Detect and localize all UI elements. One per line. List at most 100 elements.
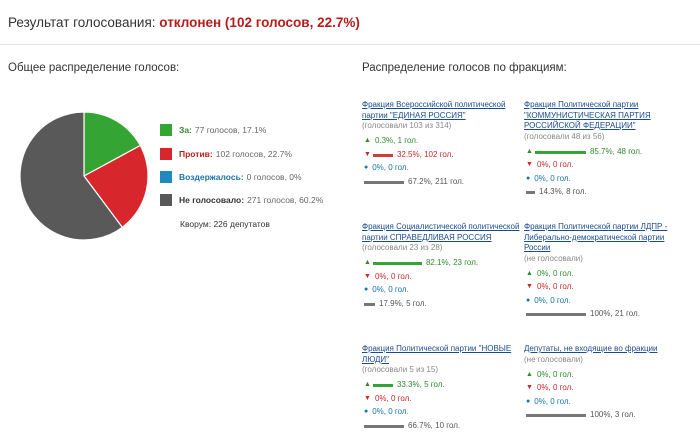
vote-value: 0%, 0 гол. [534, 295, 571, 305]
vote-value: 0%, 0 гол. [374, 271, 412, 281]
faction-vote-against: ▼ 0%, 0 гол. [524, 383, 684, 395]
faction-vote-abstain: ● 0%, 0 гол. [362, 407, 522, 419]
faction-participation: (не голосовали) [524, 253, 583, 263]
faction-name-link[interactable]: Фракция Социалистической политической па… [362, 222, 520, 242]
vote-value: 0%, 0 гол. [536, 282, 574, 292]
faction-block: Фракция Политической партии "НОВЫЕ ЛЮДИ"… [362, 344, 522, 432]
legend-value: 0 голосов, 0% [246, 172, 302, 182]
faction-vote-absent: 66.7%, 10 гол. [362, 420, 522, 432]
faction-name-link[interactable]: Фракция Политической партии "КОММУНИСТИЧ… [524, 100, 651, 130]
against-marker-icon: ▼ [526, 384, 533, 392]
faction-vote-absent: 100%, 21 гол. [524, 309, 684, 321]
faction-name-link[interactable]: Фракция Политической партии ЛДПР - Либер… [524, 222, 668, 252]
faction-vote-absent: 67.2%, 211 гол. [362, 176, 522, 188]
vote-value: 0%, 0 гол. [372, 407, 409, 417]
abstain-marker-icon: ● [526, 296, 531, 304]
faction-vote-for: ▲ 85.7%, 48 гол. [524, 146, 684, 158]
faction-vote-against: ▼ 0%, 0 гол. [524, 282, 684, 294]
faction-name-link[interactable]: Депутаты, не входящие во фракции [524, 344, 658, 353]
legend-value: 102 голосов, 22.7% [215, 149, 292, 159]
legend-label: Воздержалось: [179, 172, 244, 182]
vote-bar [534, 150, 586, 154]
legend-label: Не голосовало: [179, 195, 245, 205]
vote-value: 0%, 0 гол. [374, 393, 412, 403]
for-marker-icon: ▲ [364, 259, 371, 267]
faction-name-link[interactable]: Фракция Всероссийской политической парти… [362, 100, 506, 120]
faction-participation: (голосовали 23 из 28) [362, 243, 443, 252]
vote-bar [364, 424, 404, 428]
faction-vote-abstain: ● 0%, 0 гол. [524, 396, 684, 408]
pie-slice-absent [19, 111, 124, 241]
vote-result-title: Результат голосования: отклонен (102 гол… [8, 15, 360, 30]
faction-block: Депутаты, не входящие во фракции (не голо… [524, 344, 684, 422]
legend-for: За: 77 голосов, 17.1% [160, 124, 266, 136]
for-marker-icon: ▲ [364, 381, 371, 389]
for-marker-icon: ▲ [526, 147, 533, 155]
vote-value: 100%, 3 гол. [590, 410, 636, 420]
pie-slice-for [83, 111, 142, 178]
faction-block: Фракция Всероссийской политической парти… [362, 100, 522, 188]
faction-vote-absent: 100%, 3 гол. [524, 410, 684, 422]
vote-value: 0%, 0 гол. [536, 383, 574, 393]
vote-result-value: отклонен (102 голосов, 22.7%) [159, 15, 360, 30]
faction-distribution-title: Распределение голосов по фракциям: [362, 62, 567, 74]
faction-vote-abstain: ● 0%, 0 гол. [524, 295, 684, 307]
legend-abstain: Воздержалось: 0 голосов, 0% [160, 171, 302, 183]
legend-swatch [160, 194, 172, 206]
faction-vote-against: ▼ 0%, 0 гол. [524, 160, 684, 172]
vote-value: 14.3%, 8 гол. [539, 187, 587, 197]
faction-vote-for: ▲ 33.3%, 5 гол. [362, 380, 522, 392]
against-marker-icon: ▼ [364, 150, 371, 158]
legend-swatch [160, 171, 172, 183]
for-marker-icon: ▲ [364, 137, 371, 145]
legend-swatch [160, 124, 172, 136]
vote-bar [526, 414, 586, 417]
faction-participation: (голосовали 103 из 314) [362, 121, 452, 130]
faction-participation: (голосовали 48 из 56) [524, 131, 605, 141]
header-divider [0, 44, 700, 45]
vote-bar [372, 384, 393, 387]
faction-vote-abstain: ● 0%, 0 гол. [524, 173, 684, 185]
vote-value: 0%, 0 гол. [534, 396, 571, 406]
legend-label: Против: [179, 149, 213, 159]
abstain-marker-icon: ● [526, 174, 531, 182]
legend-value: 271 голосов, 60.2% [247, 195, 324, 205]
vote-bar [364, 302, 375, 306]
vote-value: 0%, 0 гол. [534, 173, 571, 183]
against-marker-icon: ▼ [526, 283, 533, 291]
abstain-marker-icon: ● [364, 408, 369, 416]
vote-value: 66.7%, 10 гол. [408, 420, 461, 430]
vote-value: 32.5%, 102 гол. [396, 149, 454, 159]
vote-value: 0%, 0 гол. [536, 369, 574, 379]
legend-label: За: [179, 125, 192, 135]
vote-value: 0.3%, 1 гол. [374, 136, 419, 146]
pie-slice-against [83, 144, 149, 229]
vote-value: 0%, 0 гол. [536, 160, 574, 170]
faction-vote-for: ▲ 82.1%, 23 гол. [362, 258, 522, 270]
faction-block: Фракция Политической партии ЛДПР - Либер… [524, 222, 684, 321]
vote-value: 82.1%, 23 гол. [425, 258, 479, 268]
vote-bar [372, 153, 393, 157]
vote-value: 0%, 0 гол. [536, 268, 574, 278]
faction-participation: (голосовали 5 из 15) [362, 365, 438, 374]
vote-value: 17.9%, 5 гол. [379, 298, 427, 308]
quorum-text: Кворум: 226 депутатов [180, 219, 270, 229]
vote-bar [372, 262, 422, 265]
abstain-marker-icon: ● [364, 286, 369, 294]
vote-value: 0%, 0 гол. [372, 285, 409, 295]
vote-bar [526, 191, 535, 194]
faction-vote-for: ▲ 0%, 0 гол. [524, 369, 684, 381]
faction-name-link[interactable]: Фракция Политической партии "НОВЫЕ ЛЮДИ" [362, 344, 512, 364]
against-marker-icon: ▼ [364, 394, 371, 402]
vote-value: 100%, 21 гол. [590, 309, 640, 319]
vote-value: 67.2%, 211 гол. [408, 176, 465, 186]
for-marker-icon: ▲ [526, 370, 533, 378]
faction-vote-abstain: ● 0%, 0 гол. [362, 285, 522, 297]
overall-distribution-title: Общее распределение голосов: [8, 62, 180, 74]
faction-vote-abstain: ● 0%, 0 гол. [362, 163, 522, 175]
faction-vote-for: ▲ 0%, 0 гол. [524, 268, 684, 280]
vote-bar [526, 313, 586, 316]
legend-swatch [160, 148, 172, 160]
faction-block: Фракция Политической партии "КОММУНИСТИЧ… [524, 100, 684, 199]
legend-value: 77 голосов, 17.1% [194, 125, 267, 135]
